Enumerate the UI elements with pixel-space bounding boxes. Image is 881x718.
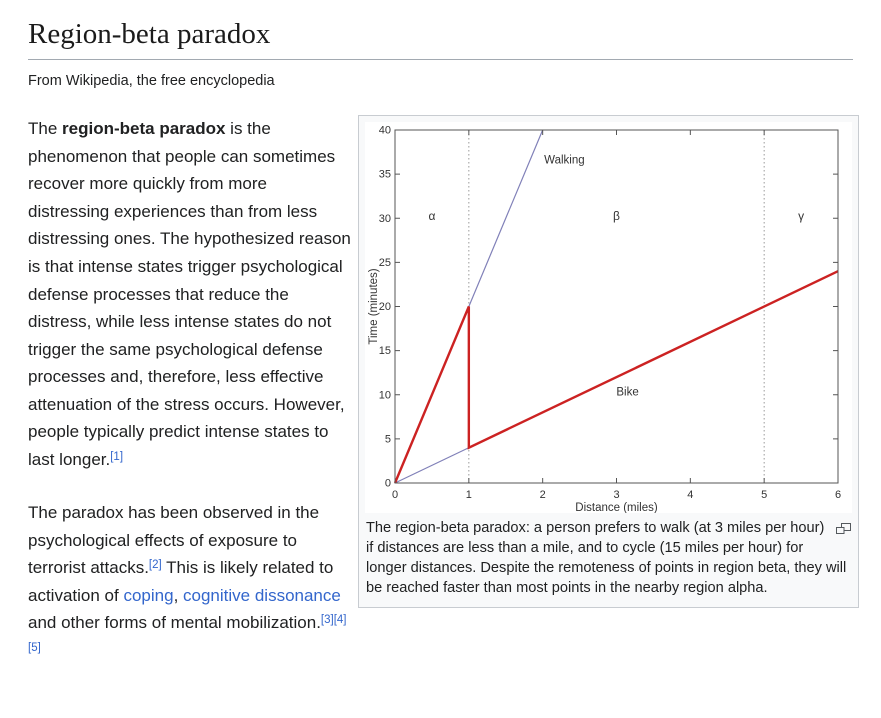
svg-text:5: 5 <box>385 434 391 446</box>
chart-image[interactable]: 0 1 2 3 4 5 6 0 5 10 15 20 25 30 35 40 Distance (miles) T… <box>365 122 852 514</box>
text-run: The <box>28 119 63 139</box>
svg-text:15: 15 <box>379 345 391 357</box>
page-title: Region-beta paradox <box>28 18 271 50</box>
svg-text:5: 5 <box>761 489 767 501</box>
title-divider <box>28 59 853 61</box>
svg-text:Distance (miles): Distance (miles) <box>575 502 658 513</box>
figure-caption: The region-beta paradox: a person prefer… <box>365 513 852 600</box>
reference-link[interactable]: [3] <box>320 614 334 627</box>
paragraph-2: The paradox has been observed in the psy… <box>28 499 351 664</box>
svg-text:4: 4 <box>687 489 693 501</box>
text-run: The paradox has been observed in the psy… <box>28 503 320 578</box>
svg-text:1: 1 <box>466 489 472 501</box>
article-page: Region-beta paradox From Wikipedia, the … <box>0 18 881 690</box>
region-beta-chart: 0 1 2 3 4 5 6 0 5 10 15 20 25 30 35 40 Distance (miles) T… <box>365 122 852 514</box>
text-run: , <box>173 585 184 605</box>
svg-text:3: 3 <box>613 489 619 501</box>
svg-text:2: 2 <box>540 489 546 501</box>
svg-text:30: 30 <box>379 213 391 225</box>
svg-text:0: 0 <box>385 478 391 490</box>
svg-text:6: 6 <box>835 489 841 501</box>
bold-term: region-beta paradox <box>62 119 226 139</box>
text-run: is the phenomenon that people can someti… <box>28 119 351 469</box>
figure-caption-text: The region-beta paradox: a person prefer… <box>366 520 847 596</box>
svg-text:Time (minutes): Time (minutes) <box>368 269 380 345</box>
wiki-link[interactable]: coping <box>123 585 174 605</box>
svg-text:25: 25 <box>379 257 391 269</box>
svg-text:0: 0 <box>392 489 398 501</box>
magnify-icon[interactable] <box>836 522 851 542</box>
svg-text:Bike: Bike <box>616 387 638 399</box>
svg-text:β: β <box>613 209 620 223</box>
svg-text:Walking: Walking <box>544 155 584 167</box>
reference-link[interactable]: [5] <box>28 641 41 654</box>
svg-text:γ: γ <box>798 209 804 223</box>
site-subtitle: From Wikipedia, the free encyclopedia <box>28 73 275 90</box>
reference-link[interactable]: [1] <box>110 450 124 463</box>
svg-text:α: α <box>428 209 435 223</box>
paragraph-1: The region-beta paradox is the phenomeno… <box>28 115 351 473</box>
chart-svg-container: 0 1 2 3 4 5 6 0 5 10 15 20 25 30 35 40 Distance (miles) T… <box>365 122 852 514</box>
text-run: This is likely related to activation of <box>28 558 334 605</box>
svg-text:10: 10 <box>379 390 391 402</box>
svg-text:20: 20 <box>379 301 391 313</box>
svg-text:35: 35 <box>379 169 391 181</box>
reference-link[interactable]: [2] <box>148 559 162 572</box>
svg-text:40: 40 <box>379 125 391 137</box>
text-run: and other forms of mental mobilization. <box>28 613 321 633</box>
thumbnail-figure: 0 1 2 3 4 5 6 0 5 10 15 20 25 30 35 40 Distance (miles) T… <box>358 115 859 608</box>
wiki-link[interactable]: cognitive dissonance <box>183 585 341 605</box>
article-body: The region-beta paradox is the phenomeno… <box>28 115 358 690</box>
reference-link[interactable]: [4] <box>333 614 347 627</box>
article-content: The region-beta paradox is the phenomeno… <box>28 115 859 690</box>
